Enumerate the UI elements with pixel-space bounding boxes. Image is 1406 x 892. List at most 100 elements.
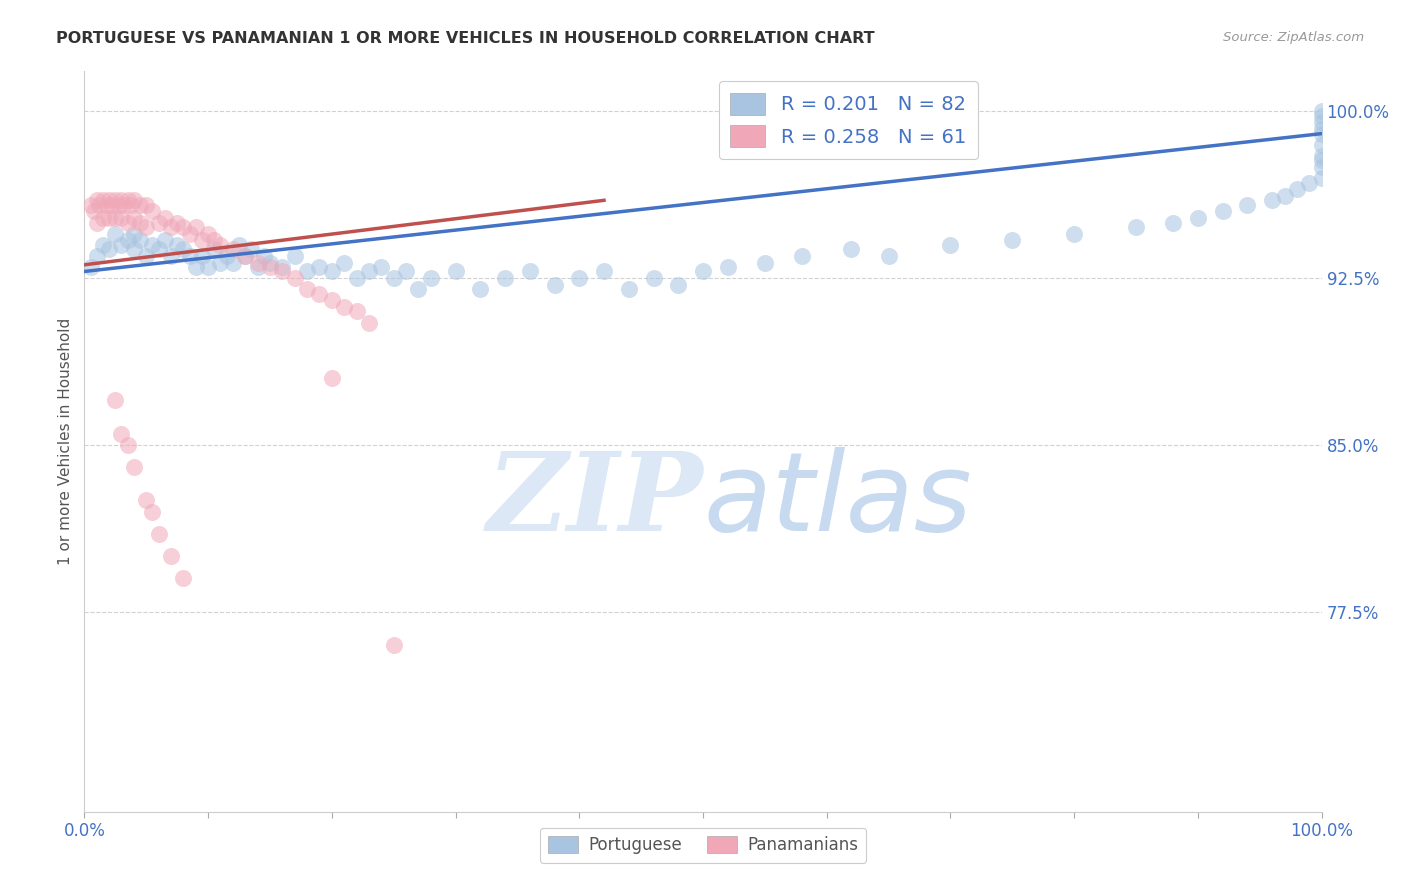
Point	[166, 215, 188, 229]
Point	[129, 233, 152, 247]
Point	[346, 271, 368, 285]
Point	[104, 211, 127, 226]
Point	[110, 426, 132, 441]
Point	[135, 493, 157, 508]
Point	[117, 438, 139, 452]
Point	[135, 219, 157, 234]
Point	[191, 249, 214, 263]
Point	[333, 300, 356, 314]
Point	[395, 264, 418, 278]
Point	[1063, 227, 1085, 241]
Point	[308, 260, 330, 274]
Point	[1125, 219, 1147, 234]
Point	[148, 526, 170, 541]
Point	[666, 277, 689, 292]
Point	[643, 271, 665, 285]
Point	[1310, 149, 1333, 163]
Point	[253, 249, 276, 263]
Point	[215, 249, 238, 263]
Point	[1310, 115, 1333, 129]
Y-axis label: 1 or more Vehicles in Household: 1 or more Vehicles in Household	[58, 318, 73, 566]
Point	[122, 460, 145, 475]
Text: Source: ZipAtlas.com: Source: ZipAtlas.com	[1223, 31, 1364, 45]
Point	[240, 242, 263, 256]
Point	[172, 571, 194, 585]
Point	[1001, 233, 1024, 247]
Point	[568, 271, 591, 285]
Point	[1310, 122, 1333, 136]
Point	[321, 371, 343, 385]
Point	[841, 242, 863, 256]
Point	[233, 249, 256, 263]
Point	[284, 249, 307, 263]
Point	[117, 194, 139, 208]
Point	[160, 549, 183, 563]
Text: atlas: atlas	[703, 447, 972, 554]
Point	[233, 249, 256, 263]
Point	[96, 198, 118, 212]
Point	[179, 249, 201, 263]
Point	[1310, 109, 1333, 123]
Point	[295, 264, 318, 278]
Point	[246, 260, 269, 274]
Point	[357, 264, 380, 278]
Point	[135, 198, 157, 212]
Point	[86, 215, 108, 229]
Point	[692, 264, 714, 278]
Point	[108, 198, 131, 212]
Point	[271, 260, 294, 274]
Point	[89, 198, 111, 212]
Point	[191, 233, 214, 247]
Point	[593, 264, 616, 278]
Point	[172, 219, 194, 234]
Point	[1261, 194, 1284, 208]
Point	[148, 242, 170, 256]
Point	[1310, 104, 1333, 119]
Point	[141, 505, 163, 519]
Point	[153, 233, 176, 247]
Point	[1310, 153, 1333, 168]
Point	[100, 198, 122, 212]
Point	[141, 237, 163, 252]
Point	[110, 211, 132, 226]
Point	[346, 304, 368, 318]
Point	[1310, 127, 1333, 141]
Point	[98, 211, 121, 226]
Point	[419, 271, 441, 285]
Point	[179, 227, 201, 241]
Point	[104, 393, 127, 408]
Point	[98, 242, 121, 256]
Point	[1310, 171, 1333, 186]
Point	[284, 271, 307, 285]
Point	[271, 264, 294, 278]
Point	[494, 271, 516, 285]
Point	[790, 249, 813, 263]
Point	[91, 211, 114, 226]
Point	[86, 194, 108, 208]
Text: ZIP: ZIP	[486, 447, 703, 555]
Point	[153, 211, 176, 226]
Point	[184, 260, 207, 274]
Point	[104, 227, 127, 241]
Point	[110, 194, 132, 208]
Point	[91, 237, 114, 252]
Point	[122, 227, 145, 241]
Point	[382, 271, 405, 285]
Point	[877, 249, 900, 263]
Point	[112, 198, 135, 212]
Point	[110, 237, 132, 252]
Point	[104, 194, 127, 208]
Point	[222, 242, 245, 256]
Point	[172, 242, 194, 256]
Point	[122, 211, 145, 226]
Point	[370, 260, 392, 274]
Legend: Portuguese, Panamanians: Portuguese, Panamanians	[540, 828, 866, 863]
Point	[120, 198, 142, 212]
Point	[98, 194, 121, 208]
Point	[246, 255, 269, 269]
Point	[357, 316, 380, 330]
Point	[308, 286, 330, 301]
Point	[86, 249, 108, 263]
Point	[543, 277, 565, 292]
Point	[197, 260, 219, 274]
